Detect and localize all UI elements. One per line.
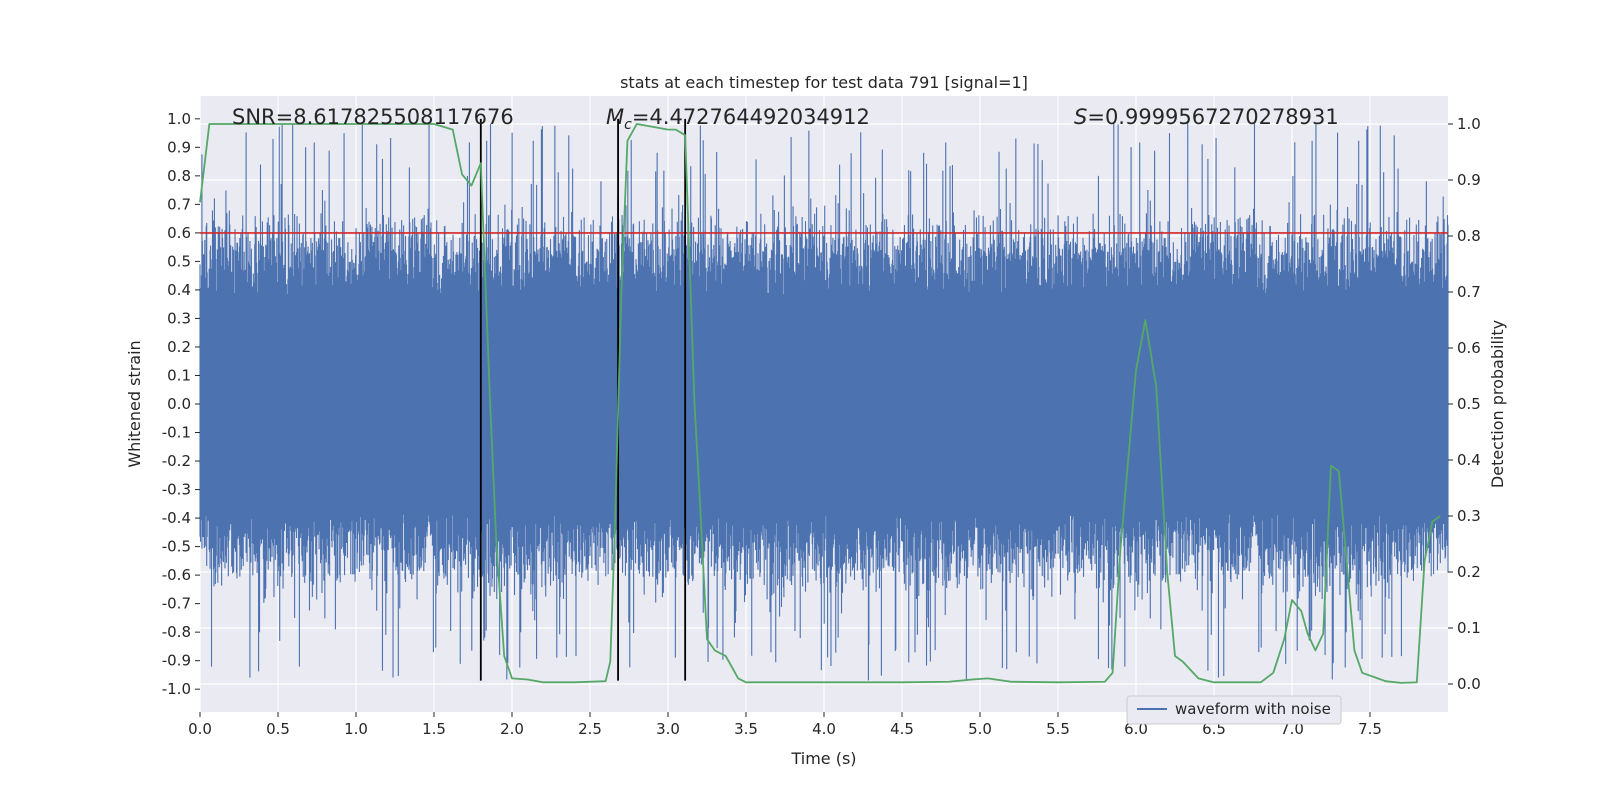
y-tick-right-label: 0.7: [1457, 283, 1481, 301]
chirp-mass-subscript: c: [624, 117, 632, 133]
y-tick-label: -0.1: [162, 424, 191, 442]
y-tick-right-label: 0.4: [1457, 451, 1481, 469]
noise-layer: [199, 121, 1449, 681]
y-tick-right-label: 0.9: [1457, 171, 1481, 189]
y-tick-label: 0.0: [167, 395, 191, 413]
x-tick-label: 1.5: [422, 720, 446, 738]
y-tick-label: -0.7: [162, 595, 191, 613]
y-tick-right-label: 0.2: [1457, 563, 1481, 581]
y-axis-right-label: Detection probability: [1488, 320, 1507, 488]
x-tick-label: 5.0: [968, 720, 992, 738]
x-tick-label: 5.5: [1046, 720, 1070, 738]
x-tick-label: 4.0: [812, 720, 836, 738]
legend-label: waveform with noise: [1175, 700, 1331, 718]
y-tick-label: -0.8: [162, 623, 191, 641]
y-tick-layer: 1.0 0.9 0.8 0.7 0.6 0.5 0.4 0.3 0.2 0.1 0.0 -0.1 -0.…: [162, 110, 200, 698]
y-tick-label: 1.0: [167, 110, 191, 128]
y-tick-label: -1.0: [162, 680, 191, 698]
y-tick-label: -0.2: [162, 452, 191, 470]
y-tick-label: 0.3: [167, 309, 191, 327]
y-tick-right-label: 0.0: [1457, 675, 1481, 693]
x-tick-label: 2.5: [578, 720, 602, 738]
y-tick-label: -0.5: [162, 538, 191, 556]
y-tick-right-label: 0.8: [1457, 227, 1481, 245]
y-tick-right-label: 0.6: [1457, 339, 1481, 357]
score-value: =0.9999567270278931: [1087, 105, 1338, 129]
y-tick-label: -0.3: [162, 481, 191, 499]
x-axis-label: Time (s): [790, 749, 856, 768]
x-tick-label: 0.5: [266, 720, 290, 738]
marker-layer: [200, 118, 1448, 681]
x-tick-label: 4.5: [890, 720, 914, 738]
detection-probability-series: [199, 123, 1441, 684]
legend: waveform with noise: [1126, 695, 1342, 725]
y-tick-label: 0.6: [167, 224, 191, 242]
x-tick-label: 7.5: [1358, 720, 1382, 738]
x-tick-label: 3.0: [656, 720, 680, 738]
x-tick-label: 1.0: [344, 720, 368, 738]
y-tick-right-label: 1.0: [1457, 115, 1481, 133]
snr-annotation: SNR=8.617825508117676: [232, 105, 514, 129]
y-tick-label: 0.5: [167, 252, 191, 270]
probability-layer: [199, 123, 1441, 684]
y-tick-right-label: 0.1: [1457, 619, 1481, 637]
y-tick-label: -0.9: [162, 652, 191, 670]
y-tick-right-label: 0.3: [1457, 507, 1481, 525]
y-tick-right-label: 0.5: [1457, 395, 1481, 413]
x-tick-label: 0.0: [188, 720, 212, 738]
waveform-core-band: [200, 295, 1448, 513]
legend-box: [1126, 695, 1342, 725]
y-tick-label: 0.2: [167, 338, 191, 356]
x-tick-label: 3.5: [734, 720, 758, 738]
y-tick-label: 0.7: [167, 195, 191, 213]
y-tick-label: -0.4: [162, 509, 191, 527]
score-symbol: S: [1074, 105, 1087, 129]
y-tick-right-layer: 1.0 0.9 0.8 0.7 0.6 0.5 0.4 0.3 0.2 0.1 0.0: [1448, 115, 1481, 693]
y-tick-label: 0.1: [167, 366, 191, 384]
chirp-mass-symbol: M: [606, 105, 624, 129]
y-tick-label: -0.6: [162, 566, 191, 584]
score-annotation: S=0.9999567270278931: [1074, 105, 1339, 129]
chart-title: stats at each timestep for test data 791…: [620, 73, 1028, 92]
y-tick-label: 0.4: [167, 281, 191, 299]
y-tick-label: 0.9: [167, 138, 191, 156]
chirp-mass-value: =4.472764492034912: [632, 105, 870, 129]
chirp-mass-annotation: Mc=4.472764492034912: [606, 105, 870, 133]
x-tick-label: 2.0: [500, 720, 524, 738]
y-axis-label: Whitened strain: [125, 340, 144, 467]
y-tick-label: 0.8: [167, 167, 191, 185]
